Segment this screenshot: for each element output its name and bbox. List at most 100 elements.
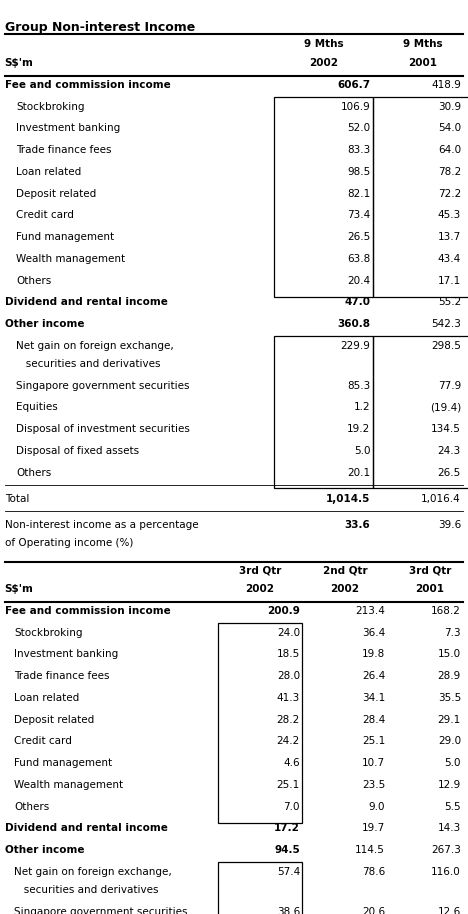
Text: Stockbroking: Stockbroking <box>16 101 85 112</box>
Text: 47.0: 47.0 <box>344 297 371 307</box>
Text: 17.1: 17.1 <box>438 276 461 286</box>
Text: Investment banking: Investment banking <box>14 650 118 659</box>
Text: 28.2: 28.2 <box>277 715 300 725</box>
Text: 12.6: 12.6 <box>438 907 461 914</box>
Text: S$'m: S$'m <box>5 58 34 69</box>
Text: 19.2: 19.2 <box>347 424 371 434</box>
Text: Fee and commission income: Fee and commission income <box>5 606 170 616</box>
Text: 33.6: 33.6 <box>344 520 371 530</box>
Text: Wealth management: Wealth management <box>16 254 125 264</box>
Text: Wealth management: Wealth management <box>14 780 123 790</box>
Text: 23.5: 23.5 <box>362 780 385 790</box>
Text: 19.7: 19.7 <box>362 824 385 834</box>
Bar <box>373 97 468 296</box>
Text: Trade finance fees: Trade finance fees <box>14 671 110 681</box>
Text: 20.4: 20.4 <box>347 276 371 286</box>
Text: 9 Mths: 9 Mths <box>304 39 344 49</box>
Text: 14.3: 14.3 <box>438 824 461 834</box>
Text: 298.5: 298.5 <box>431 341 461 351</box>
Text: 418.9: 418.9 <box>431 80 461 90</box>
Text: Others: Others <box>16 276 51 286</box>
Text: 2nd Qtr: 2nd Qtr <box>322 565 367 575</box>
Text: 73.4: 73.4 <box>347 210 371 220</box>
Text: 2001: 2001 <box>416 584 445 594</box>
Text: 24.0: 24.0 <box>277 628 300 638</box>
Text: 25.1: 25.1 <box>362 737 385 747</box>
Text: Fund management: Fund management <box>16 232 115 242</box>
Text: 3rd Qtr: 3rd Qtr <box>239 565 281 575</box>
Text: 54.0: 54.0 <box>438 123 461 133</box>
Text: 45.3: 45.3 <box>438 210 461 220</box>
Text: 24.2: 24.2 <box>277 737 300 747</box>
Text: 4.6: 4.6 <box>283 759 300 768</box>
Text: 29.1: 29.1 <box>438 715 461 725</box>
Text: 229.9: 229.9 <box>341 341 371 351</box>
Text: 2002: 2002 <box>246 584 274 594</box>
Text: 5.0: 5.0 <box>445 759 461 768</box>
Text: 78.6: 78.6 <box>362 867 385 877</box>
Text: 10.7: 10.7 <box>362 759 385 768</box>
Text: 28.9: 28.9 <box>438 671 461 681</box>
Text: 26.4: 26.4 <box>362 671 385 681</box>
Text: 134.5: 134.5 <box>431 424 461 434</box>
Text: 63.8: 63.8 <box>347 254 371 264</box>
Text: Group Non-interest Income: Group Non-interest Income <box>5 21 195 34</box>
Text: Credit card: Credit card <box>16 210 74 220</box>
Text: 52.0: 52.0 <box>347 123 371 133</box>
Text: Credit card: Credit card <box>14 737 72 747</box>
Text: 19.8: 19.8 <box>362 650 385 659</box>
Text: (19.4): (19.4) <box>430 402 461 412</box>
Text: 38.6: 38.6 <box>277 907 300 914</box>
Text: 72.2: 72.2 <box>438 188 461 198</box>
Text: 39.6: 39.6 <box>438 520 461 530</box>
Text: 94.5: 94.5 <box>274 845 300 856</box>
Text: Dividend and rental income: Dividend and rental income <box>5 297 168 307</box>
Text: 2001: 2001 <box>409 58 438 69</box>
Text: Total: Total <box>5 494 29 504</box>
Text: securities and derivatives: securities and derivatives <box>16 359 161 369</box>
Text: 28.0: 28.0 <box>277 671 300 681</box>
Text: Equities: Equities <box>16 402 58 412</box>
Text: Loan related: Loan related <box>16 167 81 177</box>
Text: 78.2: 78.2 <box>438 167 461 177</box>
Text: S$'m: S$'m <box>5 584 34 594</box>
Bar <box>274 97 373 296</box>
Text: Non-interest income as a percentage: Non-interest income as a percentage <box>5 520 198 530</box>
Text: Fee and commission income: Fee and commission income <box>5 80 170 90</box>
Text: of Operating income (%): of Operating income (%) <box>5 538 133 548</box>
Text: Trade finance fees: Trade finance fees <box>16 145 112 155</box>
Text: 116.0: 116.0 <box>431 867 461 877</box>
Text: 57.4: 57.4 <box>277 867 300 877</box>
Text: 64.0: 64.0 <box>438 145 461 155</box>
Text: 43.4: 43.4 <box>438 254 461 264</box>
Text: 9.0: 9.0 <box>369 802 385 812</box>
Text: 25.1: 25.1 <box>277 780 300 790</box>
Text: 20.1: 20.1 <box>347 468 371 478</box>
Text: 1,014.5: 1,014.5 <box>326 494 371 504</box>
Text: 85.3: 85.3 <box>347 380 371 390</box>
Text: 106.9: 106.9 <box>341 101 371 112</box>
Text: Other income: Other income <box>5 319 84 329</box>
Text: 606.7: 606.7 <box>337 80 371 90</box>
Text: 15.0: 15.0 <box>438 650 461 659</box>
Text: 200.9: 200.9 <box>267 606 300 616</box>
Text: Net gain on foreign exchange,: Net gain on foreign exchange, <box>14 867 172 877</box>
Text: 9 Mths: 9 Mths <box>403 39 443 49</box>
Text: 26.5: 26.5 <box>347 232 371 242</box>
Text: 1.2: 1.2 <box>354 402 371 412</box>
Text: Stockbroking: Stockbroking <box>14 628 82 638</box>
Text: 36.4: 36.4 <box>362 628 385 638</box>
Text: 12.9: 12.9 <box>438 780 461 790</box>
Text: 29.0: 29.0 <box>438 737 461 747</box>
Text: 18.5: 18.5 <box>277 650 300 659</box>
Text: 7.0: 7.0 <box>284 802 300 812</box>
Text: Net gain on foreign exchange,: Net gain on foreign exchange, <box>16 341 174 351</box>
Text: 26.5: 26.5 <box>438 468 461 478</box>
Text: 114.5: 114.5 <box>355 845 385 856</box>
Text: Deposit related: Deposit related <box>14 715 94 725</box>
Text: Loan related: Loan related <box>14 693 79 703</box>
Text: 5.0: 5.0 <box>354 446 371 456</box>
Text: 20.6: 20.6 <box>362 907 385 914</box>
Text: 30.9: 30.9 <box>438 101 461 112</box>
Bar <box>274 336 373 488</box>
